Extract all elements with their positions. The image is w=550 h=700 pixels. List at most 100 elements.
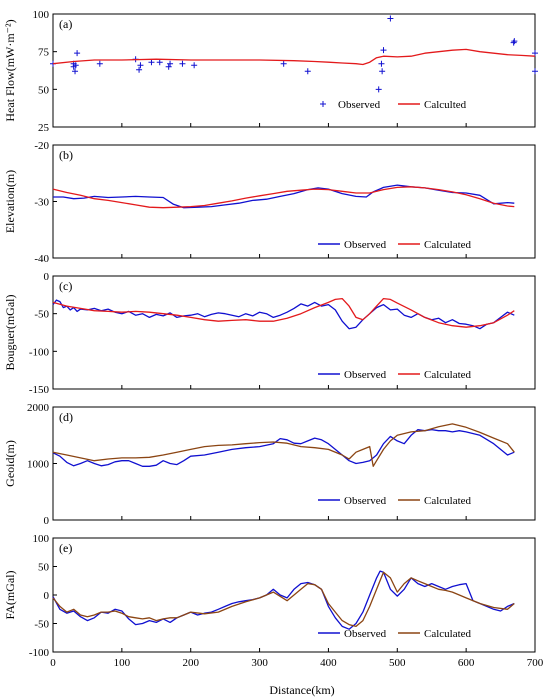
data-point <box>179 60 186 67</box>
panel-4: 0 1000 2000 (d) Geoid(m) Observed Calculated <box>3 402 536 527</box>
legend: Observed Calculted <box>320 99 467 111</box>
legend-label: Observed <box>344 369 387 381</box>
y-tick-label: -100 <box>29 346 50 358</box>
panel-3: -150 -100 -50 0 (c) Bouguer(mGal) Observed Calc… <box>3 271 536 396</box>
series-line <box>52 428 515 467</box>
legend: Observed Calculated <box>318 369 472 381</box>
legend-label: Calculated <box>424 239 472 251</box>
x-tick-label: 700 <box>527 657 544 669</box>
panel-label: (b) <box>59 148 73 162</box>
series-line <box>52 297 515 328</box>
legend-label: Calculated <box>424 628 472 640</box>
y-axis-label: Geoid(m) <box>3 440 17 487</box>
data-point <box>532 50 538 57</box>
y-tick-label: 1000 <box>27 459 50 471</box>
y-tick-label: -100 <box>29 647 50 659</box>
panels: 25 50 75 100 (a) Heat Flow(mW·m⁻²) Observed Cal… <box>3 9 538 659</box>
panel-5: -100 -50 0 50 100 (e) FA(mGal) Observed Calculat… <box>3 533 536 659</box>
data-point <box>304 68 311 75</box>
legend: Observed Calculated <box>318 495 472 507</box>
legend-label: Observed <box>344 628 387 640</box>
series-calculated <box>52 297 515 328</box>
x-axis-ticks: 0 100 200 300 400 500 600 700 <box>50 657 544 669</box>
panel-label: (c) <box>59 279 72 293</box>
y-tick-label: -40 <box>34 253 49 265</box>
y-tick-label: 50 <box>38 562 50 574</box>
data-point <box>387 15 394 22</box>
data-point <box>378 60 385 67</box>
x-axis-label: Distance(km) <box>269 683 334 697</box>
series-calculated <box>52 571 515 628</box>
x-tick-label: 0 <box>50 657 56 669</box>
series-observed <box>52 299 515 330</box>
x-tick-label: 500 <box>389 657 406 669</box>
series-line <box>52 48 536 66</box>
panel-2: -40 -30 -20 (b) Elevation(m) Observed Calculat… <box>3 140 536 265</box>
y-tick-label: -50 <box>34 309 49 321</box>
panel-label: (a) <box>59 17 72 31</box>
y-tick-label: -150 <box>29 384 50 396</box>
series-calculted <box>52 48 536 66</box>
y-axis-label: Heat Flow(mW·m⁻²) <box>3 19 17 121</box>
data-point <box>136 66 143 73</box>
data-point <box>165 63 172 70</box>
legend-label: Calculted <box>424 99 467 111</box>
x-tick-label: 300 <box>251 657 268 669</box>
data-point <box>156 59 163 66</box>
y-tick-label: 0 <box>44 515 50 527</box>
y-axis-label: Elevation(m) <box>3 170 17 233</box>
data-point <box>511 38 518 45</box>
x-tick-label: 400 <box>320 657 337 669</box>
legend-label: Calculated <box>424 369 472 381</box>
series-calculated <box>52 423 515 467</box>
y-tick-label: 100 <box>33 533 50 545</box>
data-point <box>72 68 79 75</box>
data-point <box>191 62 198 69</box>
data-point <box>72 62 79 69</box>
legend-label: Observed <box>338 99 381 111</box>
y-axis-label: FA(mGal) <box>3 570 17 619</box>
legend-swatch <box>320 101 326 107</box>
series-line <box>52 186 515 209</box>
data-point <box>148 59 155 66</box>
series-observed <box>50 15 538 93</box>
x-tick-label: 100 <box>114 657 131 669</box>
data-point <box>510 39 517 46</box>
data-point <box>380 47 387 54</box>
panel-1: 25 50 75 100 (a) Heat Flow(mW·m⁻²) Observed Cal… <box>3 9 538 134</box>
series-calculated <box>52 186 515 209</box>
series-observed <box>52 428 515 467</box>
legend-label: Calculated <box>424 495 472 507</box>
series-observed <box>52 570 515 630</box>
y-tick-label: 75 <box>38 47 50 59</box>
panel-label: (e) <box>59 541 72 555</box>
series-line <box>52 570 515 630</box>
data-point <box>532 68 538 75</box>
legend-label: Observed <box>344 239 387 251</box>
x-tick-label: 600 <box>458 657 475 669</box>
data-point <box>375 86 382 93</box>
y-tick-label: -50 <box>34 619 49 631</box>
series-line <box>52 299 515 330</box>
plot-frame <box>52 275 536 390</box>
y-axis-label: Bouguer(mGal) <box>3 295 17 371</box>
legend: Observed Calculated <box>318 628 472 640</box>
y-tick-label: 0 <box>44 271 50 283</box>
panel-label: (d) <box>59 410 73 424</box>
data-point <box>96 60 103 67</box>
y-tick-label: -30 <box>34 197 49 209</box>
y-tick-label: 50 <box>38 84 50 96</box>
data-point <box>137 62 144 69</box>
series-line <box>52 571 515 628</box>
data-point <box>167 60 174 67</box>
y-tick-label: 2000 <box>27 402 50 414</box>
y-tick-label: 100 <box>33 9 50 21</box>
x-tick-label: 200 <box>182 657 199 669</box>
data-point <box>280 60 287 67</box>
y-tick-label: -20 <box>34 140 49 152</box>
series-line <box>52 423 515 467</box>
data-point <box>379 68 386 75</box>
y-tick-label: 0 <box>44 590 50 602</box>
legend-label: Observed <box>344 495 387 507</box>
